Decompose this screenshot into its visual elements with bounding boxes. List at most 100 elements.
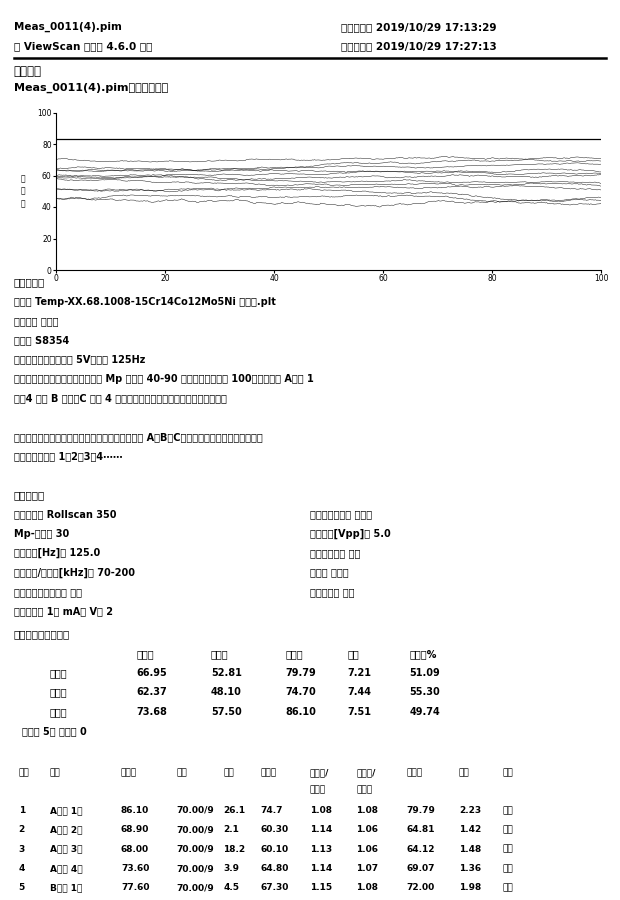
Text: B外圆 1道: B外圆 1道 xyxy=(50,884,82,892)
Text: 73.60: 73.60 xyxy=(121,864,149,873)
Text: 1.07: 1.07 xyxy=(356,864,379,873)
Text: 警告: 警告 xyxy=(502,864,513,873)
Text: A外圆 3道: A外圆 3道 xyxy=(50,844,82,853)
Text: 70.00/9: 70.00/9 xyxy=(177,806,215,815)
Text: 警告: 警告 xyxy=(502,884,513,892)
Text: 70.00/9: 70.00/9 xyxy=(177,864,215,873)
Text: 1.08: 1.08 xyxy=(310,806,332,815)
Text: 60.30: 60.30 xyxy=(260,825,288,834)
Text: 检测信息：: 检测信息： xyxy=(14,277,45,287)
Text: 模板： Temp-XX.68.1008-15Cr14Co12Mo5Ni 齿外圆.plt: 模板： Temp-XX.68.1008-15Cr14Co12Mo5Ni 齿外圆.… xyxy=(14,297,275,307)
Text: 79.79: 79.79 xyxy=(406,806,435,815)
Text: 73.68: 73.68 xyxy=(136,706,167,716)
Text: 86.10: 86.10 xyxy=(121,806,149,815)
Text: 86.10: 86.10 xyxy=(285,706,316,716)
Text: 最小値: 最小値 xyxy=(310,785,326,794)
Text: 平均値: 平均値 xyxy=(136,649,154,659)
Text: 更新设备显示设置： 可用: 更新设备显示设置： 可用 xyxy=(14,587,82,597)
Text: 设备型号： Rollscan 350: 设备型号： Rollscan 350 xyxy=(14,509,116,519)
Text: 68.00: 68.00 xyxy=(121,844,149,853)
Text: 远程控制类型： 全控制: 远程控制类型： 全控制 xyxy=(310,509,372,519)
Text: 52.81: 52.81 xyxy=(211,668,242,678)
Text: 警告: 警告 xyxy=(502,806,513,815)
Text: 文档范围关键指标：: 文档范围关键指标： xyxy=(14,629,70,639)
Text: 64.12: 64.12 xyxy=(406,844,435,853)
Y-axis label: 幅
度
値: 幅 度 値 xyxy=(21,175,25,208)
Text: 1: 1 xyxy=(19,806,25,815)
Text: 4.5: 4.5 xyxy=(223,884,239,892)
Text: 偏差: 偏差 xyxy=(459,769,469,778)
Text: 平均値: 平均値 xyxy=(406,769,422,778)
Text: 3.9: 3.9 xyxy=(223,864,239,873)
Text: 2: 2 xyxy=(19,825,25,834)
Text: 注明：按齿宽部从近到远对不同尺寸外圆依次编号 A、B、C，每个外圆又按从近到远分多次: 注明：按齿宽部从近到远对不同尺寸外圆依次编号 A、B、C，每个外圆又按从近到远分… xyxy=(14,432,262,442)
Text: 1.42: 1.42 xyxy=(459,825,481,834)
Text: 位置: 位置 xyxy=(223,769,234,778)
Text: 77.60: 77.60 xyxy=(121,884,149,892)
Text: 66.95: 66.95 xyxy=(136,668,167,678)
Text: 检测参数：: 检测参数： xyxy=(14,490,45,500)
Text: 遥感： 不可用: 遥感： 不可用 xyxy=(310,567,348,578)
Text: A外圆 1道: A外圆 1道 xyxy=(50,806,82,815)
Text: 检测报告: 检测报告 xyxy=(14,65,42,77)
Text: 79.79: 79.79 xyxy=(285,668,316,678)
Text: 磁化作用： 内部: 磁化作用： 内部 xyxy=(310,587,355,597)
Text: 7.44: 7.44 xyxy=(347,688,371,698)
Text: 打印日期： 2019/10/29 17:27:13: 打印日期： 2019/10/29 17:27:13 xyxy=(341,40,497,51)
Text: 64.80: 64.80 xyxy=(260,864,289,873)
Text: 7.21: 7.21 xyxy=(347,668,371,678)
Text: 1.06: 1.06 xyxy=(356,825,378,834)
Text: 1.15: 1.15 xyxy=(310,884,332,892)
Text: 根据测量数据分析，外圆部分测量 Mp 値均在 40-90 之间，低于标定値 100，为合格； A外圆 1: 根据测量数据分析，外圆部分测量 Mp 値均在 40-90 之间，低于标定値 10… xyxy=(14,374,313,384)
Text: 限制: 限制 xyxy=(177,769,187,778)
Text: 70.00/9: 70.00/9 xyxy=(177,844,215,853)
Text: 68.90: 68.90 xyxy=(121,825,149,834)
Text: 合格: 合格 xyxy=(502,825,513,834)
Text: 名称: 名称 xyxy=(50,769,60,778)
Text: 74.70: 74.70 xyxy=(285,688,316,698)
Text: Mp-间隔： 30: Mp-间隔： 30 xyxy=(14,528,69,539)
Text: 1.98: 1.98 xyxy=(459,884,481,892)
Text: 62.37: 62.37 xyxy=(136,688,167,698)
Text: 测量日期： 2019/10/29 17:13:29: 测量日期： 2019/10/29 17:13:29 xyxy=(341,22,497,32)
Text: 磁化波形式： 正弦: 磁化波形式： 正弦 xyxy=(310,548,360,558)
Text: 1.36: 1.36 xyxy=(459,864,481,873)
Text: 1.48: 1.48 xyxy=(459,844,481,853)
Text: 平均値: 平均値 xyxy=(50,668,67,678)
Text: 4: 4 xyxy=(19,864,25,873)
Text: 最小値: 最小値 xyxy=(260,769,277,778)
Text: A外圆 4道: A外圆 4道 xyxy=(50,864,82,873)
Text: 69.07: 69.07 xyxy=(406,864,435,873)
Text: 64.81: 64.81 xyxy=(406,825,435,834)
Text: 探头： S8354: 探头： S8354 xyxy=(14,336,69,346)
Text: 最小値: 最小値 xyxy=(211,649,228,659)
Text: Meas_0011(4).pim，状态：警告: Meas_0011(4).pim，状态：警告 xyxy=(14,83,168,93)
Text: 5: 5 xyxy=(19,884,25,892)
Text: 偏差率%: 偏差率% xyxy=(409,649,436,659)
Text: 2.1: 2.1 xyxy=(223,825,239,834)
Text: 72.00: 72.00 xyxy=(406,884,435,892)
Text: 2.23: 2.23 xyxy=(459,806,481,815)
Text: 70.00/9: 70.00/9 xyxy=(177,884,215,892)
Text: 序号: 序号 xyxy=(19,769,29,778)
Text: 最大値: 最大値 xyxy=(50,706,67,716)
Text: 1.14: 1.14 xyxy=(310,864,332,873)
Text: 1.14: 1.14 xyxy=(310,825,332,834)
Text: 最大値: 最大値 xyxy=(285,649,303,659)
Text: 最大値/: 最大値/ xyxy=(356,769,376,778)
Text: 1.08: 1.08 xyxy=(356,884,378,892)
Text: 26.1: 26.1 xyxy=(223,806,246,815)
Text: 由 ViewScan 版本号 4.6.0 创建: 由 ViewScan 版本号 4.6.0 创建 xyxy=(14,40,152,51)
Text: 状态: 状态 xyxy=(502,769,513,778)
Text: 1.08: 1.08 xyxy=(356,806,378,815)
Text: 平均値: 平均値 xyxy=(356,785,373,794)
Text: 最大値/: 最大値/ xyxy=(310,769,329,778)
Text: 工作通道： 1， mA， V， 2: 工作通道： 1， mA， V， 2 xyxy=(14,607,113,616)
Text: 60.10: 60.10 xyxy=(260,844,288,853)
Text: 7.51: 7.51 xyxy=(347,706,371,716)
Text: 3: 3 xyxy=(19,844,25,853)
Text: 合格: 合格 xyxy=(502,844,513,853)
Text: 道、4 道和 B 外圆、C 外圆 4 道超过标定的警告値，磨削质量有待改进。: 道、4 道和 B 外圆、C 外圆 4 道超过标定的警告値，磨削质量有待改进。 xyxy=(14,393,226,403)
Text: 接受： 5， 拒绝： 0: 接受： 5， 拒绝： 0 xyxy=(22,726,86,736)
Text: A外圆 2道: A外圆 2道 xyxy=(50,825,82,834)
